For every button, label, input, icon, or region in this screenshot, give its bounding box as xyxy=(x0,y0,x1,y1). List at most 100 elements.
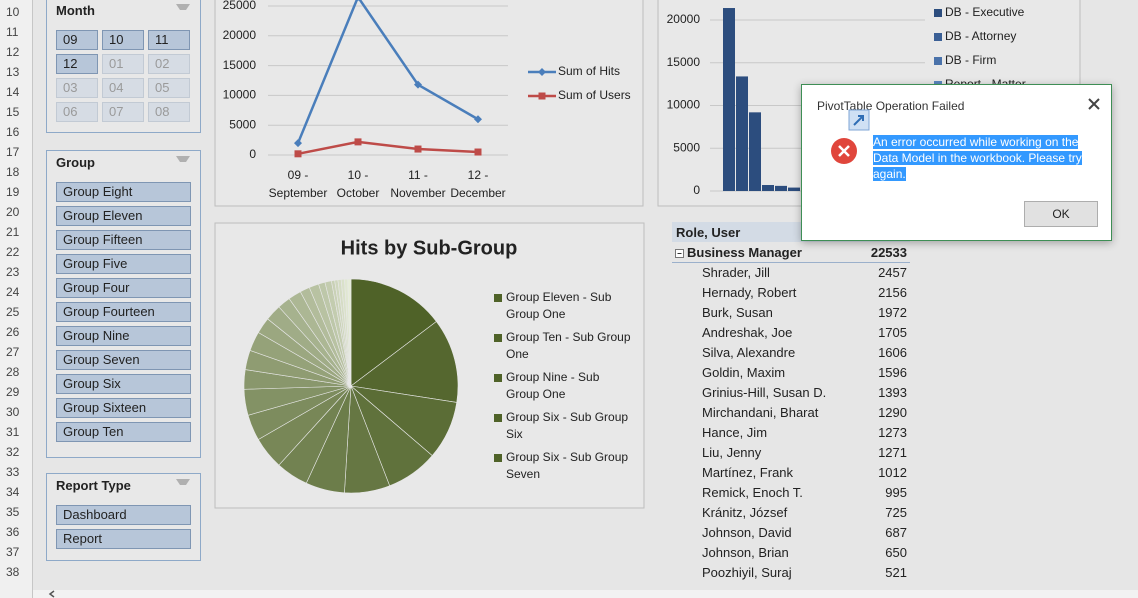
slicer-item[interactable]: 03 xyxy=(56,78,98,98)
slicer-item[interactable]: Dashboard xyxy=(56,505,191,525)
y-tick-label: 15000 xyxy=(223,58,257,72)
slicer-item[interactable]: 07 xyxy=(102,102,144,122)
slicer-item[interactable]: Group Eight xyxy=(56,182,191,202)
row-number: 32 xyxy=(6,445,20,459)
pivot-row-value: 1271 xyxy=(878,445,907,460)
pivot-row-value: 1273 xyxy=(878,425,907,440)
slicer-item[interactable]: Group Ten xyxy=(56,422,191,442)
x-tick-label: 12 - December xyxy=(450,168,506,200)
row-number: 33 xyxy=(6,465,20,479)
bar xyxy=(762,185,774,191)
legend-label: DB - Attorney xyxy=(945,29,1016,43)
pivot-row-value: 1393 xyxy=(878,385,907,400)
x-tick-label: 11 - November xyxy=(390,168,446,200)
row-number: 28 xyxy=(6,365,20,379)
error-icon xyxy=(831,138,857,164)
slicer-item[interactable]: Group Eleven xyxy=(56,206,191,226)
slicer-item[interactable]: Group Fifteen xyxy=(56,230,191,250)
scrollbar[interactable] xyxy=(33,590,1138,598)
slicer-item[interactable]: 01 xyxy=(102,54,144,74)
y-tick-label: 25000 xyxy=(223,0,257,12)
row-number: 16 xyxy=(6,125,20,139)
row-number: 36 xyxy=(6,525,20,539)
clear-filter-icon[interactable] xyxy=(176,479,190,491)
legend-label: Group Ten - Sub Group One xyxy=(506,330,631,361)
slicer-item[interactable]: Group Four xyxy=(56,278,191,298)
pivot-row-value: 995 xyxy=(885,485,907,500)
pivot-row-label: Remick, Enoch T. xyxy=(702,485,803,500)
row-number: 12 xyxy=(6,45,20,59)
slicer-item[interactable]: 12 xyxy=(56,54,98,74)
row-header-column xyxy=(0,0,33,598)
slicer-item[interactable]: 04 xyxy=(102,78,144,98)
legend-label: Sum of Users xyxy=(558,88,631,102)
pie-slice xyxy=(350,278,437,387)
row-number: 11 xyxy=(6,25,19,39)
row-number: 13 xyxy=(6,65,20,79)
pivot-row-label: Andreshak, Joe xyxy=(702,325,793,340)
dialog-message-box: An error occurred while working on the D… xyxy=(873,134,1091,182)
y-tick-label: 0 xyxy=(693,183,700,197)
slicer-item[interactable]: 08 xyxy=(148,102,190,122)
slicer-item[interactable]: 09 xyxy=(56,30,98,50)
slicer-item[interactable]: Group Fourteen xyxy=(56,302,191,322)
legend-swatch xyxy=(934,33,942,41)
row-number: 15 xyxy=(6,105,20,119)
bar xyxy=(736,76,748,191)
clear-filter-icon[interactable] xyxy=(176,4,190,16)
pivot-row-label: Goldin, Maxim xyxy=(702,365,786,380)
y-tick-label: 10000 xyxy=(223,88,257,102)
line-chart-panel xyxy=(214,0,644,207)
legend-label: Group Six - Sub Group Six xyxy=(506,410,629,441)
dialog-message: An error occurred while working on the D… xyxy=(873,135,1082,181)
point-marker xyxy=(354,138,362,146)
close-button[interactable] xyxy=(1086,96,1102,112)
scroll-left-arrow[interactable] xyxy=(48,590,55,598)
pivot-row-value: 1012 xyxy=(878,465,907,480)
legend-swatch xyxy=(494,414,502,422)
pivot-row-value: 1606 xyxy=(878,345,907,360)
pivot-row-value: 687 xyxy=(885,525,907,540)
slicer-item[interactable]: Group Seven xyxy=(56,350,191,370)
pivot-row-label: Martínez, Frank xyxy=(702,465,794,480)
pivot-row-label: Grinius-Hill, Susan D. xyxy=(702,385,827,400)
point-marker xyxy=(294,139,302,148)
slicer-item[interactable]: 02 xyxy=(148,54,190,74)
row-number: 31 xyxy=(6,425,20,439)
pivot-row-label: Kránitz, József xyxy=(702,505,788,520)
y-tick-label: 5000 xyxy=(673,140,700,154)
bar xyxy=(775,185,787,191)
slicer-item[interactable]: Group Nine xyxy=(56,326,191,346)
pivot-row-label: Hernady, Robert xyxy=(702,285,797,300)
point-marker xyxy=(414,80,422,89)
slicer-item[interactable]: Report xyxy=(56,529,191,549)
row-number: 34 xyxy=(6,485,20,499)
row-number: 22 xyxy=(6,245,20,259)
slicer-item[interactable]: 05 xyxy=(148,78,190,98)
legend-swatch xyxy=(494,294,502,302)
ok-button[interactable]: OK xyxy=(1024,201,1098,227)
clear-filter-icon[interactable] xyxy=(176,156,190,168)
bar xyxy=(723,8,735,192)
slicer-item[interactable]: 10 xyxy=(102,30,144,50)
legend-marker xyxy=(538,68,546,76)
slicer-title: Month xyxy=(56,3,95,18)
slicer-title: Report Type xyxy=(56,478,131,493)
pie-title: Hits by Sub-Group xyxy=(341,237,518,259)
y-tick-label: 20000 xyxy=(223,28,257,42)
legend-label: DB - Executive xyxy=(945,5,1025,19)
slicer-item[interactable]: Group Sixteen xyxy=(56,398,191,418)
pivot-row-value: 1596 xyxy=(878,365,907,380)
pivot-row-label: Silva, Alexandre xyxy=(702,345,796,360)
slicer-item[interactable]: Group Six xyxy=(56,374,191,394)
slicer-item[interactable]: 11 xyxy=(148,30,190,50)
slicer-item[interactable]: 06 xyxy=(56,102,98,122)
slicer-item[interactable]: Group Five xyxy=(56,254,191,274)
pivot-row-value: 725 xyxy=(885,505,907,520)
row-number: 35 xyxy=(6,505,20,519)
point-marker xyxy=(474,115,482,124)
legend-swatch xyxy=(494,454,502,462)
pivot-row-value: 521 xyxy=(885,565,907,580)
legend-swatch xyxy=(934,9,942,17)
